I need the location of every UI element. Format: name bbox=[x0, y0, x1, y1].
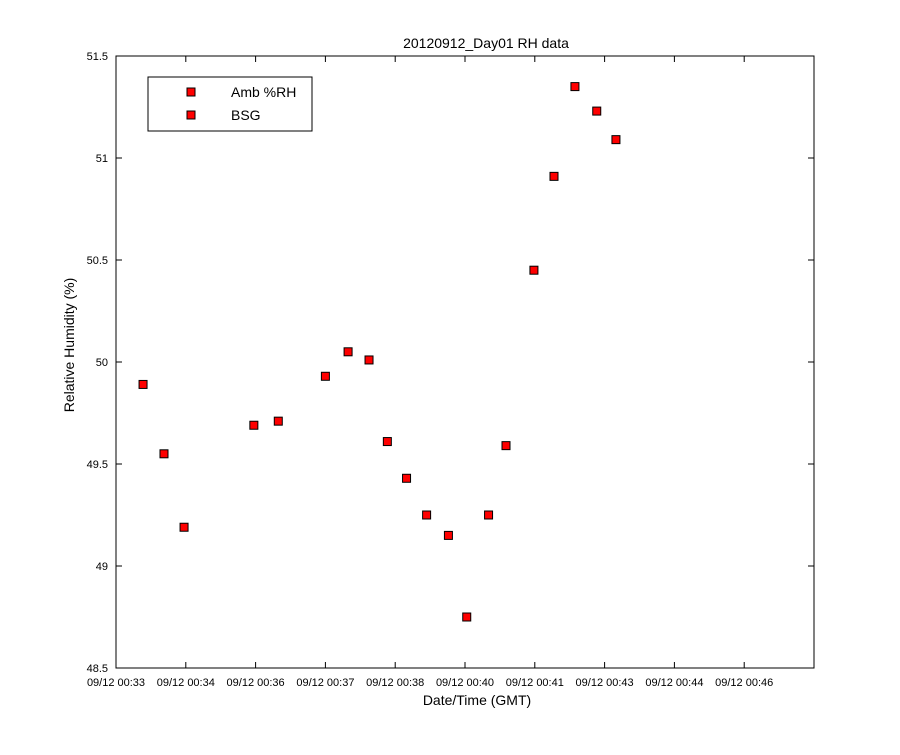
data-point bbox=[273, 416, 283, 426]
data-point bbox=[484, 510, 494, 520]
chart-title: 20120912_Day01 RH data bbox=[403, 35, 569, 51]
y-tick-label: 49 bbox=[96, 561, 108, 573]
x-tick-label: 09/12 00:33 bbox=[87, 677, 145, 689]
data-point bbox=[138, 379, 148, 389]
data-point bbox=[343, 347, 353, 357]
y-tick-label: 49.5 bbox=[87, 459, 108, 471]
x-tick-label: 09/12 00:44 bbox=[645, 677, 703, 689]
y-tick-label: 51.5 bbox=[87, 51, 108, 63]
x-tick-label: 09/12 00:36 bbox=[227, 677, 285, 689]
data-point bbox=[611, 135, 621, 145]
x-axis-label: Date/Time (GMT) bbox=[423, 692, 531, 708]
data-point bbox=[179, 522, 189, 532]
x-tick-label: 09/12 00:46 bbox=[715, 677, 773, 689]
data-point bbox=[549, 171, 559, 181]
data-point bbox=[462, 612, 472, 622]
data-point bbox=[592, 106, 602, 116]
legend-marker bbox=[186, 87, 196, 97]
legend-marker bbox=[186, 110, 196, 120]
data-point bbox=[443, 530, 453, 540]
data-points bbox=[138, 82, 621, 622]
legend-label: Amb %RH bbox=[231, 84, 296, 100]
data-point bbox=[320, 371, 330, 381]
x-tick-label: 09/12 00:40 bbox=[436, 677, 494, 689]
data-point bbox=[570, 82, 580, 92]
x-tick-label: 09/12 00:34 bbox=[157, 677, 215, 689]
plot-area bbox=[115, 55, 815, 669]
data-point bbox=[364, 355, 374, 365]
legend: Amb %RH BSG bbox=[147, 76, 313, 132]
y-tick-label: 50.5 bbox=[87, 255, 108, 267]
y-axis-ticks: 48.5 49 49.5 50 50.5 51 51.5 bbox=[87, 51, 814, 675]
y-tick-label: 48.5 bbox=[87, 663, 108, 675]
y-tick-label: 51 bbox=[96, 153, 108, 165]
x-tick-label: 09/12 00:37 bbox=[296, 677, 354, 689]
y-axis-label: Relative Humidity (%) bbox=[61, 278, 77, 413]
data-point bbox=[422, 510, 432, 520]
data-point bbox=[159, 449, 169, 459]
data-point bbox=[501, 441, 511, 451]
x-tick-label: 09/12 00:38 bbox=[366, 677, 424, 689]
data-point bbox=[382, 437, 392, 447]
x-tick-label: 09/12 00:43 bbox=[576, 677, 634, 689]
legend-label: BSG bbox=[231, 107, 261, 123]
y-tick-label: 50 bbox=[96, 357, 108, 369]
x-tick-label: 09/12 00:41 bbox=[506, 677, 564, 689]
data-point bbox=[529, 265, 539, 275]
data-point bbox=[249, 420, 259, 430]
data-point bbox=[402, 473, 412, 483]
x-axis-ticks: 09/12 00:33 09/12 00:34 09/12 00:36 09/12 0… bbox=[87, 56, 773, 689]
legend-box bbox=[147, 76, 313, 132]
